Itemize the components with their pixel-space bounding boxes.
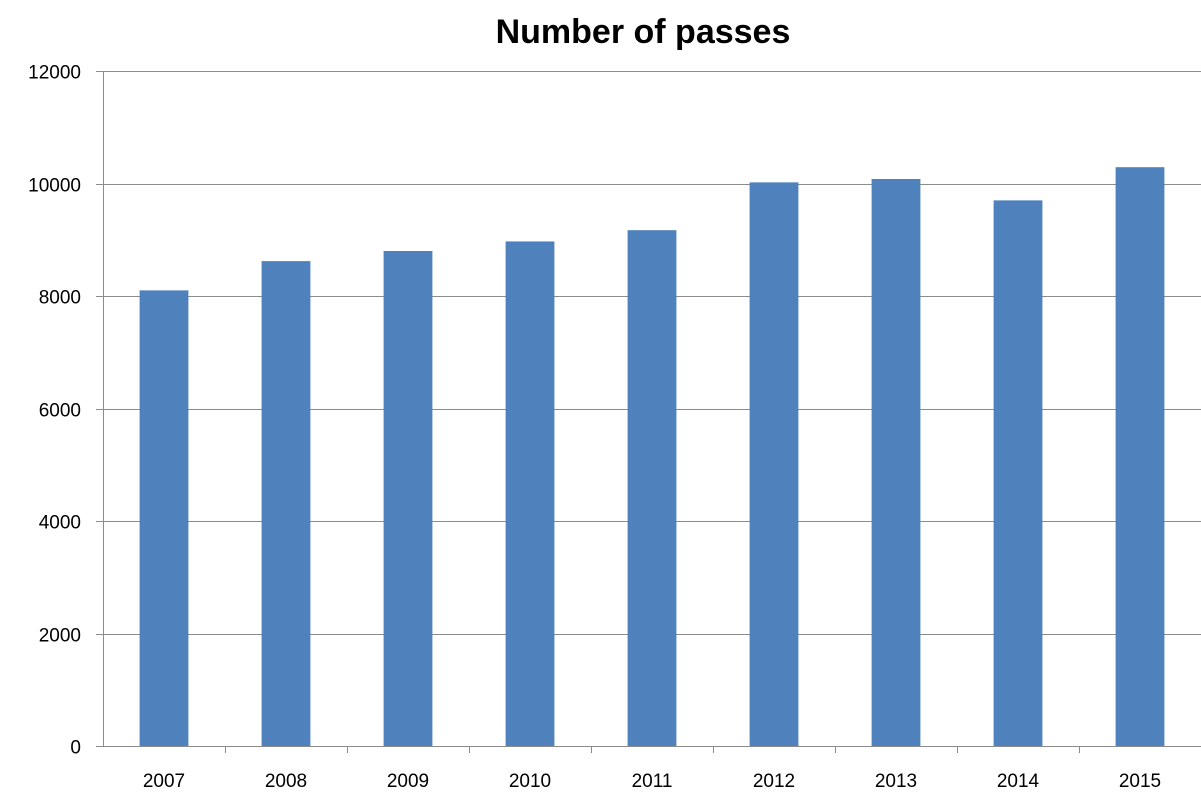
x-tick-label: 2013 — [875, 771, 917, 792]
x-axis-tick-labels: 2007 2008 2009 2010 2011 2012 2013 2014 2015 — [143, 771, 1161, 792]
bar-2014 — [993, 200, 1043, 746]
y-tick-label: 2000 — [39, 626, 81, 647]
bar-2009 — [383, 251, 433, 746]
y-tick-label: 12000 — [28, 63, 81, 84]
bars — [139, 167, 1165, 746]
y-tick-label: 10000 — [28, 176, 81, 197]
x-tick-label: 2010 — [509, 771, 551, 792]
x-tick-label: 2011 — [632, 771, 673, 792]
x-tick-label: 2008 — [265, 771, 307, 792]
x-tick-label: 2015 — [1119, 771, 1161, 792]
y-tick-label: 4000 — [39, 513, 81, 534]
bar-2011 — [627, 230, 677, 746]
x-tick-label: 2009 — [387, 771, 429, 792]
bar-2010 — [505, 241, 555, 746]
x-tick-label: 2007 — [143, 771, 185, 792]
y-tick-label: 8000 — [39, 288, 81, 309]
bar-2008 — [261, 261, 311, 746]
bar-2012 — [749, 182, 799, 746]
x-tick-label: 2014 — [997, 771, 1040, 792]
chart-title: Number of passes — [496, 13, 791, 51]
bar-2007 — [139, 290, 189, 746]
x-tick-label: 2012 — [753, 771, 795, 792]
axes — [96, 71, 1201, 753]
bar-2015 — [1115, 167, 1165, 746]
y-tick-label: 6000 — [39, 401, 81, 422]
y-axis-tick-labels: 0 2000 4000 6000 8000 10000 12000 — [28, 63, 81, 759]
bar-2013 — [871, 179, 921, 746]
y-tick-label: 0 — [70, 738, 81, 759]
